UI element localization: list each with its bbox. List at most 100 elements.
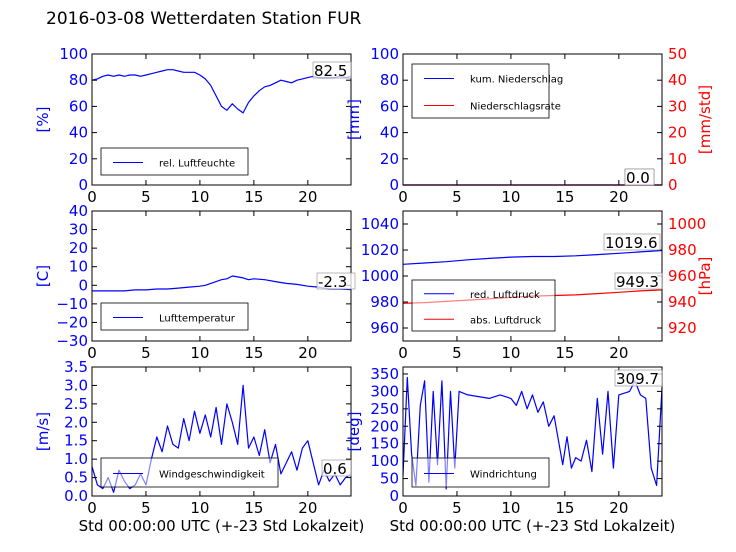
wind_direction-y-tick-label: 0 — [389, 487, 399, 505]
pressure-x-tick-label: 20 — [609, 344, 628, 362]
wind_direction-axes-frame — [402, 366, 663, 497]
precipitation-annotation-value: 0.0 — [626, 169, 650, 187]
wind_speed-y-tick-label: 1.0 — [64, 450, 88, 468]
precipitation-y-axis-label: [mm] — [345, 99, 363, 140]
wind_direction-y-tick-label: 250 — [370, 400, 399, 418]
pressure-x-tick-label: 0 — [398, 344, 408, 362]
pressure-annotation-box — [603, 233, 661, 251]
temperature-y-tick-label: −30 — [56, 332, 88, 350]
pressure-y-right-axis-label: [hPa] — [696, 257, 714, 296]
humidity-legend-box — [100, 147, 249, 176]
temperature-x-tick-label: 20 — [298, 344, 317, 362]
wind_speed-x-tick-label: 5 — [141, 499, 151, 517]
wind_direction-x-tick-label: 15 — [555, 499, 574, 517]
chart-title: 2016-03-08 Wetterdaten Station FUR — [46, 9, 362, 29]
temperature-y-tick-label: 40 — [69, 202, 88, 220]
pressure-x-tick-label: 10 — [501, 344, 520, 362]
humidity-axes-frame — [91, 53, 352, 186]
precipitation-y-right-tick-label: 20 — [668, 124, 687, 142]
humidity-annotation-value: 82.5 — [314, 62, 347, 80]
temperature-legend-label: Lufttemperatur — [159, 314, 236, 325]
temperature-y-tick-label: 20 — [69, 239, 88, 257]
temperature-annotation-box — [316, 272, 356, 290]
wind_direction-y-tick-label: 350 — [370, 365, 399, 383]
temperature-y-tick-label: 10 — [69, 258, 88, 276]
temperature-x-tick-label: 5 — [141, 344, 151, 362]
humidity-y-tick-label: 80 — [69, 71, 88, 89]
temperature-legend-box — [100, 302, 249, 331]
pressure-y-tick-label: 960 — [370, 319, 399, 337]
pressure-legend-label: abs. Luftdruck — [470, 315, 541, 326]
temperature-x-tick-label: 0 — [87, 344, 97, 362]
precipitation-y-right-axis-label: [mm/std] — [696, 85, 714, 154]
pressure-y-right-tick-label: 980 — [668, 241, 697, 259]
temperature-y-tick-label: 0 — [78, 276, 88, 294]
temperature-y-axis-label: [C] — [34, 265, 52, 287]
pressure-legend-label: red. Luftdruck — [470, 290, 540, 301]
precipitation-annotation-box — [624, 168, 655, 186]
precipitation-y-tick-label: 40 — [380, 124, 399, 142]
wind_speed-x-tick-label: 20 — [298, 499, 317, 517]
pressure-y-right-tick-label: 960 — [668, 267, 697, 285]
pressure-series-line-0 — [402, 249, 663, 265]
wind_speed-x-tick-label: 15 — [244, 499, 263, 517]
wind_direction-y-tick-label: 300 — [370, 382, 399, 400]
temperature-y-tick-label: 30 — [69, 221, 88, 239]
temperature-series-line-0 — [92, 275, 352, 292]
humidity-y-tick-label: 40 — [69, 124, 88, 142]
pressure-annotation-box — [614, 272, 663, 290]
wind_speed-y-tick-label: 1.5 — [64, 432, 88, 450]
wind_speed-y-tick-label: 2.5 — [64, 395, 88, 413]
wind_direction-y-tick-label: 150 — [370, 435, 399, 453]
temperature-x-tick-label: 10 — [190, 344, 209, 362]
pressure-y-right-tick-label: 920 — [668, 319, 697, 337]
precipitation-legend-label: kum. Niederschlag — [470, 75, 563, 86]
pressure-annotation-value: 949.3 — [616, 273, 659, 291]
wind_direction-x-tick-label: 5 — [452, 499, 462, 517]
wind_direction-y-axis-label: [deg] — [345, 412, 363, 452]
precipitation-x-tick-label: 20 — [609, 188, 628, 206]
pressure-x-tick-label: 15 — [555, 344, 574, 362]
wind_speed-x-axis-label: Std 00:00:00 UTC (+-23 Std Lokalzeit) — [79, 517, 365, 535]
wind_direction-y-tick-label: 50 — [380, 470, 399, 488]
humidity-y-tick-label: 0 — [78, 176, 88, 194]
wind_speed-y-tick-label: 0.0 — [64, 487, 88, 505]
temperature-x-tick-label: 15 — [244, 344, 263, 362]
wind_speed-y-tick-label: 2.0 — [64, 413, 88, 431]
temperature-y-tick-label: −10 — [56, 295, 88, 313]
humidity-x-tick-label: 5 — [141, 188, 151, 206]
humidity-legend-label: rel. Luftfeuchte — [159, 159, 235, 170]
precipitation-x-tick-label: 0 — [398, 188, 408, 206]
precipitation-y-right-tick-label: 0 — [668, 176, 678, 194]
wind_speed-y-tick-label: 3.0 — [64, 376, 88, 394]
precipitation-y-right-tick-label: 40 — [668, 71, 687, 89]
wind_speed-legend-box — [100, 457, 279, 488]
wind_direction-x-tick-label: 10 — [501, 499, 520, 517]
pressure-y-right-tick-label: 1000 — [668, 215, 706, 233]
humidity-y-tick-label: 60 — [69, 97, 88, 115]
precipitation-x-tick-label: 10 — [501, 188, 520, 206]
wind_direction-legend-label: Windrichtung — [470, 470, 537, 481]
wind_speed-legend-label: Windgeschwindigkeit — [159, 470, 265, 481]
pressure-y-tick-label: 1040 — [361, 215, 399, 233]
wind_speed-annotation-box — [321, 459, 352, 477]
wind_direction-x-tick-label: 0 — [398, 499, 408, 517]
pressure-y-tick-label: 980 — [370, 293, 399, 311]
humidity-series-line-0 — [91, 69, 352, 114]
precipitation-legend-label: Niederschlagsrate — [470, 102, 561, 113]
precipitation-y-tick-label: 60 — [380, 97, 399, 115]
precipitation-x-tick-label: 15 — [555, 188, 574, 206]
pressure-y-tick-label: 1020 — [361, 241, 399, 259]
pressure-annotation-value: 1019.6 — [605, 234, 658, 252]
wind_direction-y-tick-label: 100 — [370, 452, 399, 470]
humidity-x-tick-label: 20 — [298, 188, 317, 206]
pressure-x-tick-label: 5 — [452, 344, 462, 362]
humidity-y-tick-label: 20 — [69, 150, 88, 168]
precipitation-legend-box — [411, 63, 550, 119]
precipitation-y-tick-label: 0 — [389, 176, 399, 194]
wind_direction-x-tick-label: 20 — [609, 499, 628, 517]
wind_direction-series-line-0 — [402, 376, 663, 490]
humidity-x-tick-label: 10 — [190, 188, 209, 206]
wind_speed-x-tick-label: 10 — [190, 499, 209, 517]
